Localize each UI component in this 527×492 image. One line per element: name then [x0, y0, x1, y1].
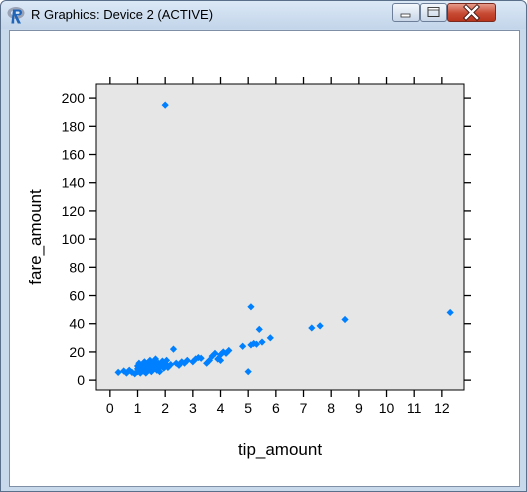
y-tick-label: 200 — [62, 90, 86, 106]
data-point — [446, 308, 454, 317]
x-tick-label: 6 — [272, 400, 280, 416]
data-point — [214, 355, 222, 363]
title-bar[interactable]: R Graphics: Device 2 (ACTIVE) — [1, 1, 526, 29]
data-point — [341, 315, 349, 324]
x-tick-label: 12 — [434, 400, 450, 416]
data-point — [216, 351, 225, 359]
data-point — [169, 345, 178, 353]
data-point — [244, 368, 252, 376]
y-tick-label: 60 — [69, 288, 85, 304]
maximize-icon — [427, 7, 440, 17]
data-point — [146, 356, 154, 364]
x-tick-label: 10 — [379, 400, 395, 416]
data-point — [161, 359, 169, 367]
data-point — [131, 370, 139, 378]
minimize-button[interactable] — [392, 3, 420, 22]
data-point — [167, 361, 175, 369]
axis-ticks — [89, 77, 471, 397]
data-point — [162, 356, 171, 364]
data-point — [114, 368, 122, 376]
data-point — [183, 356, 191, 364]
data-point — [266, 334, 274, 342]
data-point — [308, 324, 316, 332]
y-tick-label: 40 — [69, 316, 85, 332]
data-point — [239, 342, 247, 350]
data-point — [151, 355, 160, 363]
y-tick-label: 180 — [62, 118, 86, 134]
x-tick-label: 3 — [189, 400, 197, 416]
data-point — [144, 359, 153, 367]
x-tick-label: 7 — [300, 400, 308, 416]
close-button[interactable] — [447, 3, 496, 22]
x-tick-label: 2 — [161, 400, 169, 416]
y-tick-label: 20 — [69, 344, 85, 360]
data-point — [142, 369, 150, 377]
data-point — [156, 368, 164, 376]
data-point — [247, 303, 255, 311]
data-point — [192, 355, 200, 363]
plot-panel-border — [95, 83, 465, 391]
y-tick-label: 0 — [77, 372, 85, 388]
x-tick-label: 5 — [244, 400, 252, 416]
data-point — [147, 368, 155, 376]
data-point — [216, 356, 225, 364]
x-axis-label: tip_amount — [238, 440, 322, 459]
y-tick-label: 160 — [62, 147, 86, 163]
data-point — [211, 349, 219, 357]
close-icon — [463, 4, 480, 21]
data-point — [203, 359, 211, 367]
data-point — [135, 359, 143, 367]
x-tick-label: 4 — [217, 400, 225, 416]
x-tick-label: 11 — [407, 400, 422, 416]
y-tick-label: 120 — [62, 203, 86, 219]
data-point — [136, 369, 144, 377]
data-point — [247, 341, 255, 349]
data-point — [150, 365, 158, 373]
r-logo-icon — [7, 7, 25, 24]
graphics-device-area: 0 1 2 3 4 5 6 7 8 9 10 11 12 0 20 40 60 80 100 120 140 160 180… — [9, 30, 520, 487]
y-tick-label: 100 — [62, 231, 86, 247]
data-point — [197, 354, 205, 362]
data-point — [180, 359, 189, 367]
x-tick-label: 8 — [327, 400, 335, 416]
y-tick-label: 80 — [69, 259, 85, 275]
data-point — [252, 340, 261, 348]
maximize-button[interactable] — [420, 3, 447, 22]
data-point — [122, 369, 131, 377]
tick-labels: 0 1 2 3 4 5 6 7 8 9 10 11 12020406080100120140160180… — [62, 90, 450, 416]
plot-panel — [96, 84, 464, 390]
data-point — [161, 101, 169, 109]
x-tick-label: 9 — [355, 400, 363, 416]
x-tick-label: 0 — [106, 400, 114, 416]
data-point — [154, 359, 162, 367]
scatter-plot: 0 1 2 3 4 5 6 7 8 9 10 11 12020406080100120140160180… — [26, 77, 471, 459]
y-tick-label: 140 — [62, 175, 86, 191]
data-point — [225, 346, 233, 355]
window-title: R Graphics: Device 2 (ACTIVE) — [31, 7, 214, 22]
data-point — [316, 322, 324, 330]
data-point — [172, 359, 180, 367]
x-tick-label: 1 — [134, 400, 142, 416]
y-axis-label: fare_amount — [26, 189, 45, 285]
minimize-icon — [400, 13, 411, 18]
